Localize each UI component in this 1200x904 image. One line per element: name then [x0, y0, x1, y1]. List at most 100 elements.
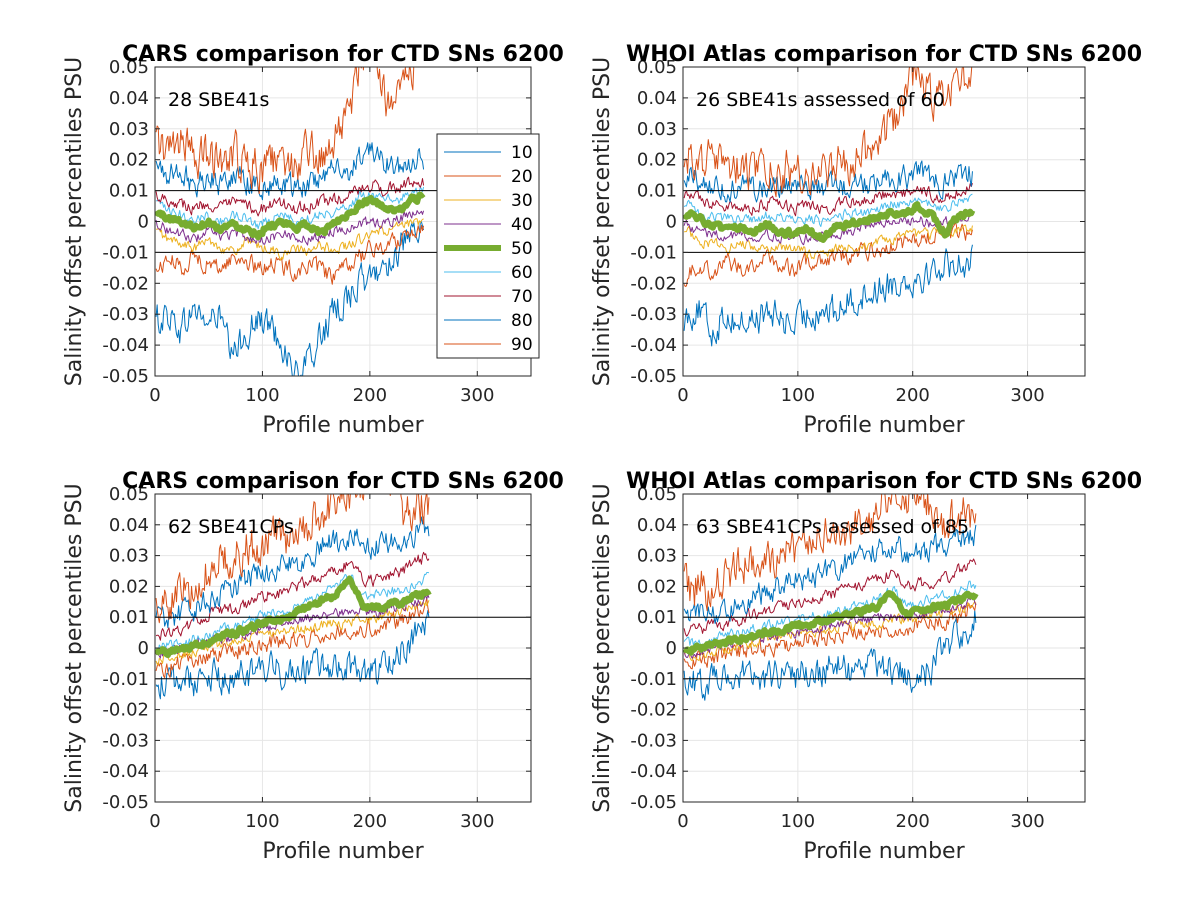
series-line-90 — [683, 494, 977, 612]
x-tick-label: 100 — [781, 811, 815, 832]
x-tick-label: 0 — [677, 811, 688, 832]
y-tick-label: 0.01 — [109, 607, 149, 628]
y-tick-label: -0.02 — [630, 273, 677, 294]
x-tick-label: 300 — [460, 811, 494, 832]
y-tick-label: -0.05 — [630, 366, 677, 387]
y-tick-label: -0.05 — [102, 366, 149, 387]
series-line-10 — [155, 610, 430, 700]
series-lines — [155, 67, 426, 376]
series-line-80 — [155, 142, 425, 201]
y-tick-label: 0.03 — [109, 546, 149, 567]
legend-entry-20: 20 — [444, 167, 533, 187]
series-line-30 — [155, 218, 424, 261]
series-line-70 — [683, 183, 973, 217]
x-tick-label: 0 — [149, 811, 160, 832]
series-line-40 — [155, 210, 425, 246]
series-line-50 — [155, 575, 432, 659]
legend-label: 80 — [511, 311, 533, 331]
series-line-50 — [683, 590, 979, 656]
y-axis-title: Salinity offset percentiles PSU — [62, 57, 87, 386]
series-lines — [155, 494, 432, 700]
series-line-60 — [683, 580, 977, 647]
legend-label: 90 — [511, 335, 533, 355]
legend-label: 60 — [511, 263, 533, 283]
y-tick-label: -0.02 — [102, 700, 149, 721]
x-tick-label: 0 — [677, 385, 688, 406]
y-tick-label: -0.02 — [102, 273, 149, 294]
legend-label: 50 — [511, 239, 533, 259]
series-line-70 — [155, 176, 425, 217]
y-tick-label: 0 — [138, 638, 149, 659]
legend-entry-30: 30 — [444, 191, 533, 211]
y-tick-label: 0 — [666, 638, 677, 659]
y-tick-label: -0.01 — [630, 242, 677, 263]
y-tick-label: 0.05 — [109, 484, 149, 505]
y-tick-label: -0.03 — [630, 304, 677, 325]
y-tick-label: -0.01 — [630, 669, 677, 690]
series-line-20 — [155, 224, 425, 285]
series-line-70 — [683, 558, 977, 637]
series-line-90 — [683, 67, 973, 198]
series-line-50 — [155, 191, 426, 241]
series-line-30 — [684, 224, 973, 260]
x-tick-label: 300 — [1010, 385, 1044, 406]
legend-entry-60: 60 — [444, 263, 533, 283]
legend-entry-40: 40 — [444, 215, 533, 235]
panel-title: WHOI Atlas comparison for CTD SNs 6200 — [626, 469, 1142, 494]
y-tick-label: -0.01 — [102, 669, 149, 690]
legend-label: 20 — [511, 167, 533, 187]
panel-annotation: 63 SBE41CPs assessed of 85 — [696, 516, 969, 538]
x-tick-label: 200 — [896, 385, 930, 406]
y-axis-title: Salinity offset percentiles PSU — [62, 483, 87, 812]
series-line-70 — [155, 551, 430, 641]
series-line-10 — [683, 610, 977, 701]
legend-label: 70 — [511, 287, 533, 307]
series-line-90 — [155, 67, 415, 194]
series-line-90 — [155, 494, 430, 624]
y-tick-label: 0.03 — [637, 119, 677, 140]
series-line-80 — [683, 524, 977, 625]
panel-annotation: 28 SBE41s — [168, 89, 269, 111]
y-tick-label: 0.02 — [109, 576, 149, 597]
y-tick-label: 0.02 — [637, 150, 677, 171]
y-axis-title: Salinity offset percentiles PSU — [590, 483, 615, 812]
series-line-10 — [155, 221, 425, 376]
y-tick-label: 0.05 — [109, 57, 149, 78]
legend-entry-50: 50 — [444, 239, 533, 259]
x-tick-label: 200 — [353, 811, 387, 832]
series-line-80 — [155, 516, 430, 629]
y-tick-label: -0.02 — [630, 700, 677, 721]
x-axis-title: Profile number — [803, 413, 965, 438]
series-line-50 — [683, 201, 976, 243]
y-tick-label: 0.02 — [637, 576, 677, 597]
panel-2: 0 100 200 300 -0.05 -0.04 -0.03 -0.02 -0.01 0 0.01… — [590, 42, 1142, 438]
x-tick-label: 200 — [353, 385, 387, 406]
series-line-60 — [155, 186, 425, 230]
legend: 10 20 30 40 50 60 70 80 90 — [436, 133, 540, 359]
series-line-30 — [155, 600, 430, 666]
x-tick-label: 0 — [149, 385, 160, 406]
y-tick-label: 0.01 — [637, 607, 677, 628]
y-tick-label: 0 — [138, 212, 149, 233]
x-axis-title: Profile number — [262, 413, 424, 438]
y-tick-label: -0.05 — [630, 792, 677, 813]
x-tick-label: 100 — [245, 385, 279, 406]
series-line-20 — [155, 598, 430, 679]
legend-label: 30 — [511, 191, 533, 211]
x-axis-title: Profile number — [262, 839, 424, 864]
x-tick-label: 300 — [1010, 811, 1044, 832]
y-tick-label: -0.05 — [102, 792, 149, 813]
series-line-60 — [683, 193, 973, 228]
legend-entry-80: 80 — [444, 311, 533, 331]
y-tick-label: 0.02 — [109, 150, 149, 171]
panel-annotation: 62 SBE41CPs — [168, 516, 294, 538]
y-tick-label: 0.03 — [637, 546, 677, 567]
y-tick-label: 0.05 — [637, 57, 677, 78]
y-tick-label: 0.03 — [109, 119, 149, 140]
panel-4: 0 100 200 300 -0.05 -0.04 -0.03 -0.02 -0.01 0 0.01… — [590, 469, 1142, 864]
series-lines — [683, 494, 979, 701]
y-tick-label: -0.04 — [630, 761, 677, 782]
y-axis-title: Salinity offset percentiles PSU — [590, 57, 615, 386]
legend-entry-70: 70 — [444, 287, 533, 307]
